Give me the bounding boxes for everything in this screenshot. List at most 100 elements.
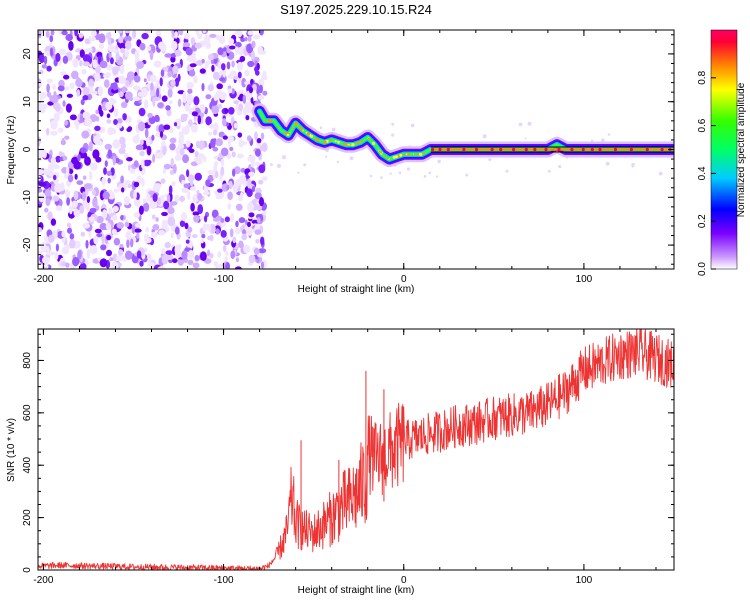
noise-blob [38,193,46,203]
noise-blob [79,205,85,214]
ridge-peak [413,153,416,156]
noise-blob [233,100,240,105]
colorbar-tick-label: 0.2 [697,214,708,228]
noise-blob [84,38,90,45]
noise-blob [168,100,173,105]
noise-blob [138,205,144,215]
noise-blob [99,258,108,268]
noise-blob [229,45,236,50]
noise-blob [172,258,178,264]
noise-blob [99,110,104,117]
noise-blob [127,126,133,132]
noise-blob [211,64,215,72]
noise-blob [83,175,87,180]
noise-blob [245,115,250,121]
noise-blob [231,151,236,158]
noise-blob [197,192,203,201]
noise-blob [138,107,146,117]
noise-blob [258,84,263,94]
noise-blob [150,74,157,83]
noise-blob [69,233,75,240]
noise-blob [246,135,252,142]
noise-blob [237,61,243,70]
noise-blob [145,226,149,233]
noise-blob [229,228,234,238]
noise-blob [220,166,225,177]
noise-blob [44,207,49,213]
noise-blob [109,191,115,200]
noise-blob [133,190,137,200]
noise-blob [216,83,223,90]
noise-blob [54,102,61,112]
noise-blob [224,216,230,223]
noise-blob [159,131,164,138]
noise-blob [186,81,194,89]
ridge-peak [300,128,304,131]
noise-blob [120,142,126,149]
noise-blob [102,191,110,200]
spectrogram-noise-field [38,30,663,269]
noise-blob [105,101,113,111]
noise-blob [220,158,225,166]
noise-blob [234,166,241,175]
noise-blob [82,54,91,63]
noise-blob [38,188,43,193]
noise-blob [217,47,224,56]
noise-blob [187,88,193,94]
noise-blob [107,149,113,159]
noise-blob [47,101,54,106]
noise-blob [254,229,262,235]
noise-blob [129,96,134,102]
noise-blob [218,34,226,45]
ridge-peak [645,147,649,152]
noise-blob [170,56,176,63]
noise-blob [180,113,189,119]
ridge-peak [307,132,310,136]
noise-blob [77,250,82,260]
noise-blob [166,194,171,203]
noise-blob [184,222,189,230]
noise-blob [121,187,125,193]
noise-blob [81,68,87,75]
noise-blob [67,174,74,183]
noise-blob [52,174,57,181]
noise-blob [276,163,281,168]
noise-blob [133,85,139,91]
noise-blob [60,182,65,192]
noise-blob [190,202,195,212]
noise-blob [92,149,100,160]
noise-blob [51,95,59,104]
noise-blob [177,73,181,82]
ridge-peak [533,147,537,152]
noise-blob [38,250,43,256]
noise-blob [137,91,144,97]
noise-blob [152,97,156,107]
noise-blob [197,153,205,160]
noise-blob [152,193,158,202]
x-tick-label: -200 [33,575,53,586]
noise-blob [120,47,125,54]
noise-blob [192,234,198,239]
noise-blob [194,172,202,181]
y-tick-label: 0 [22,146,33,152]
noise-blob [48,251,56,256]
noise-blob [207,170,215,175]
noise-blob [61,230,66,238]
noise-blob [72,257,80,267]
noise-blob [169,137,177,144]
noise-blob [123,196,130,206]
noise-blob [213,161,219,167]
noise-blob [235,41,242,48]
noise-blob [90,162,98,171]
snr-y-axis-label: SNR (10 * v/v) [6,418,17,482]
ridge-peak [343,142,346,146]
noise-blob [38,150,44,160]
noise-blob [252,198,258,204]
noise-blob [227,135,235,143]
noise-blob [217,61,222,70]
noise-blob [203,34,211,45]
noise-blob [68,40,74,51]
noise-blob [109,97,114,103]
noise-blob [202,30,207,34]
noise-blob [167,88,173,98]
